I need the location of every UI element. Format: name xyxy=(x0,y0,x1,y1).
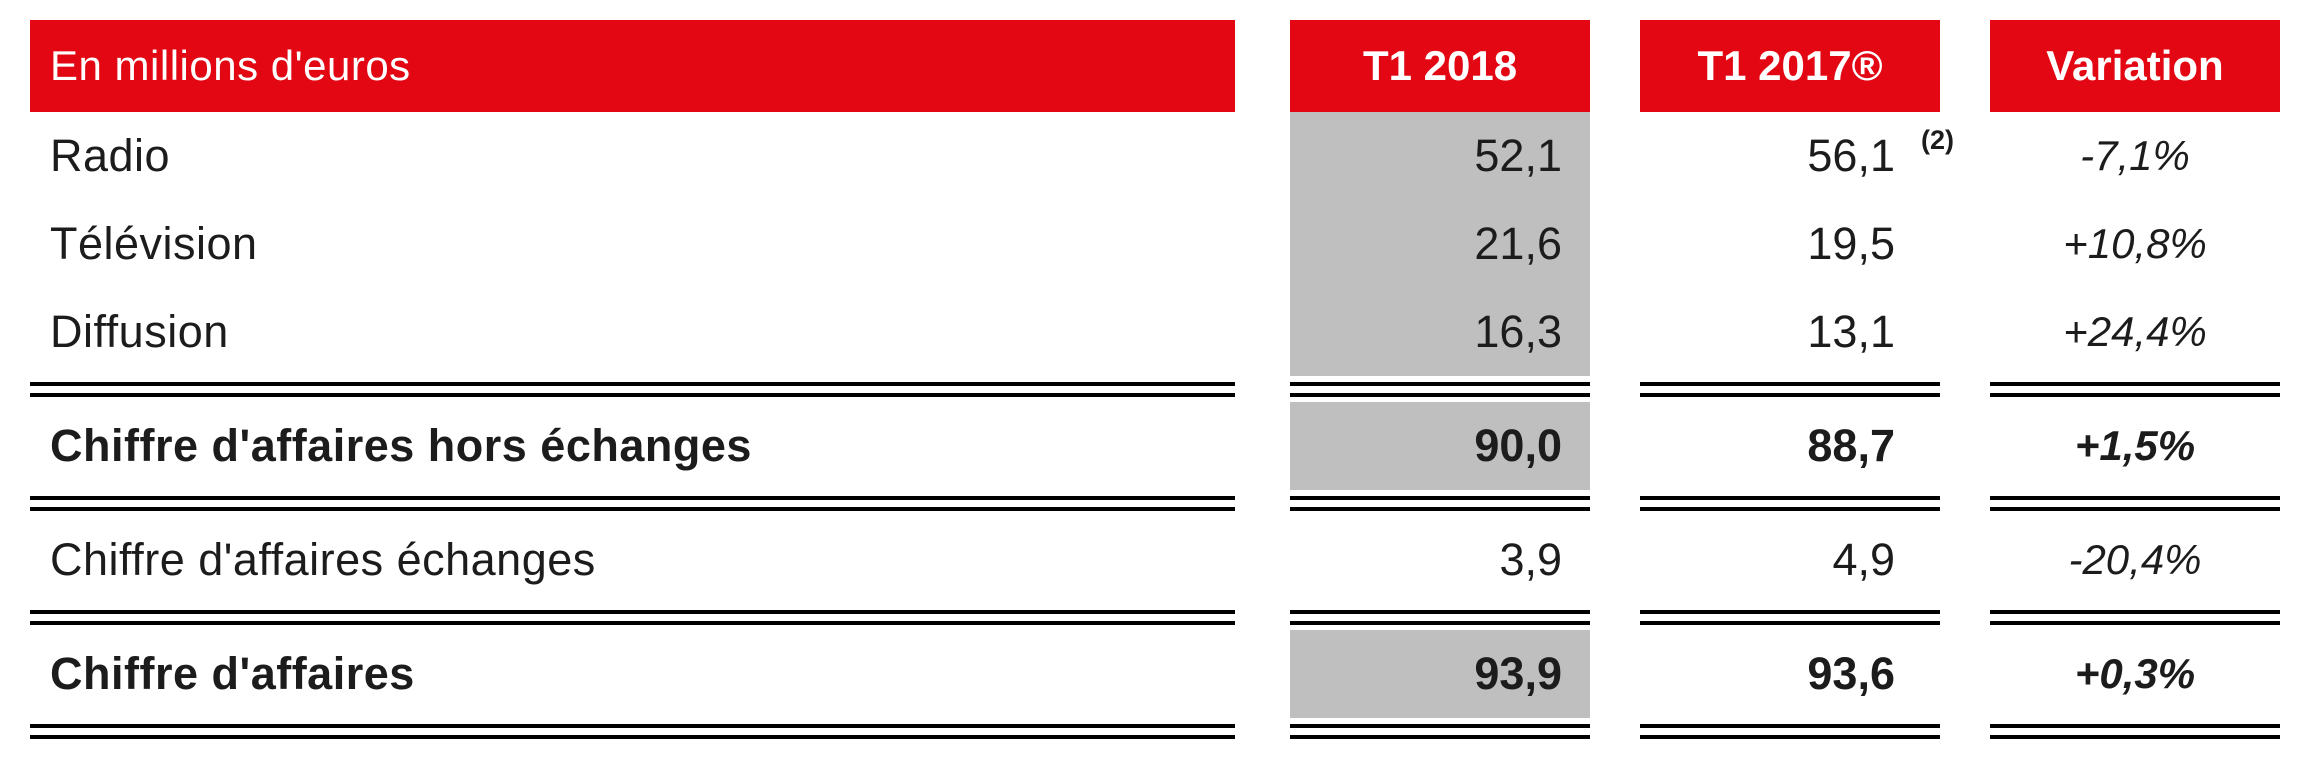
double-rule xyxy=(1640,723,1940,739)
spacer xyxy=(1590,288,1640,376)
cell-t1-2018: 93,9 xyxy=(1290,630,1590,718)
spacer xyxy=(1940,20,1990,112)
spacer xyxy=(1235,200,1290,288)
double-rule xyxy=(1290,723,1590,739)
cell-t1-2017: 88,7 xyxy=(1807,420,1895,471)
header-col-variation: Variation xyxy=(1990,20,2280,112)
spacer xyxy=(1235,402,1290,490)
header-units-label: En millions d'euros xyxy=(30,20,1235,112)
header-col-t1-2017: T1 2017® xyxy=(1640,20,1940,112)
header-col-t1-2018: T1 2018 xyxy=(1290,20,1590,112)
cell-t1-2018: 52,1 xyxy=(1290,112,1590,200)
double-rule xyxy=(1990,495,2280,511)
table-row-ca-hors-echanges: Chiffre d'affaires hors échanges 90,0 88… xyxy=(30,402,2308,490)
row-label: Télévision xyxy=(50,218,258,269)
spacer xyxy=(1590,630,1640,718)
row-label: Chiffre d'affaires hors échanges xyxy=(50,420,752,471)
cell-t1-2018: 3,9 xyxy=(1499,534,1562,585)
spacer xyxy=(1590,20,1640,112)
spacer xyxy=(1940,288,1990,376)
double-rule xyxy=(1290,495,1590,511)
cell-variation: +0,3% xyxy=(2074,650,2196,697)
table-row-ca-echanges: Chiffre d'affaires échanges 3,9 4,9 -20,… xyxy=(30,516,2308,604)
double-rule xyxy=(30,495,1235,511)
cell-variation: -7,1% xyxy=(2080,132,2190,179)
cell-t1-2017: 4,9 xyxy=(1832,534,1895,585)
spacer xyxy=(1940,630,1990,718)
double-rule-row xyxy=(30,718,2308,744)
spacer xyxy=(1940,516,1990,604)
spacer xyxy=(1590,516,1640,604)
double-rule xyxy=(30,381,1235,397)
double-rule-row xyxy=(30,604,2308,630)
row-label: Radio xyxy=(50,130,171,181)
double-rule xyxy=(1640,381,1940,397)
table-row-radio: Radio 52,1 56,1 (2) -7,1% xyxy=(30,112,2308,200)
value: 56,1 xyxy=(1807,130,1895,181)
table-header: En millions d'euros T1 2018 T1 2017® Var… xyxy=(30,20,2308,112)
cell-t1-2018: 90,0 xyxy=(1290,402,1590,490)
double-rule-row xyxy=(30,490,2308,516)
cell-t1-2018: 16,3 xyxy=(1290,288,1590,376)
double-rule xyxy=(1990,609,2280,625)
row-label: Diffusion xyxy=(50,306,229,357)
footnote-marker: (2) xyxy=(1921,125,1954,155)
cell-variation: +24,4% xyxy=(2063,308,2207,355)
double-rule xyxy=(1640,609,1940,625)
row-label: Chiffre d'affaires xyxy=(50,648,415,699)
double-rule xyxy=(1990,723,2280,739)
cell-variation: +1,5% xyxy=(2074,422,2196,469)
spacer xyxy=(1235,630,1290,718)
table-row-diffusion: Diffusion 16,3 13,1 +24,4% xyxy=(30,288,2308,376)
financial-table: En millions d'euros T1 2018 T1 2017® Var… xyxy=(30,20,2308,744)
cell-t1-2017: 13,1 xyxy=(1807,306,1895,357)
cell-t1-2017: 19,5 xyxy=(1807,218,1895,269)
double-rule xyxy=(1990,381,2280,397)
spacer xyxy=(1590,200,1640,288)
spacer xyxy=(1235,112,1290,200)
spacer xyxy=(1940,402,1990,490)
table-row-television: Télévision 21,6 19,5 +10,8% xyxy=(30,200,2308,288)
cell-t1-2017: 93,6 xyxy=(1807,648,1895,699)
spacer xyxy=(1940,200,1990,288)
row-label: Chiffre d'affaires échanges xyxy=(50,534,596,585)
double-rule xyxy=(1290,381,1590,397)
spacer xyxy=(1235,288,1290,376)
spacer xyxy=(1235,516,1290,604)
table-row-ca-total: Chiffre d'affaires 93,9 93,6 +0,3% xyxy=(30,630,2308,718)
cell-t1-2017: 56,1 (2) xyxy=(1640,112,1954,200)
double-rule xyxy=(1290,609,1590,625)
spacer xyxy=(1590,112,1640,200)
cell-variation: +10,8% xyxy=(2063,220,2207,267)
double-rule xyxy=(30,723,1235,739)
double-rule xyxy=(30,609,1235,625)
cell-t1-2018: 21,6 xyxy=(1290,200,1590,288)
double-rule-row xyxy=(30,376,2308,402)
spacer xyxy=(1590,402,1640,490)
double-rule xyxy=(1640,495,1940,511)
spacer xyxy=(1235,20,1290,112)
cell-variation: -20,4% xyxy=(2068,536,2202,583)
